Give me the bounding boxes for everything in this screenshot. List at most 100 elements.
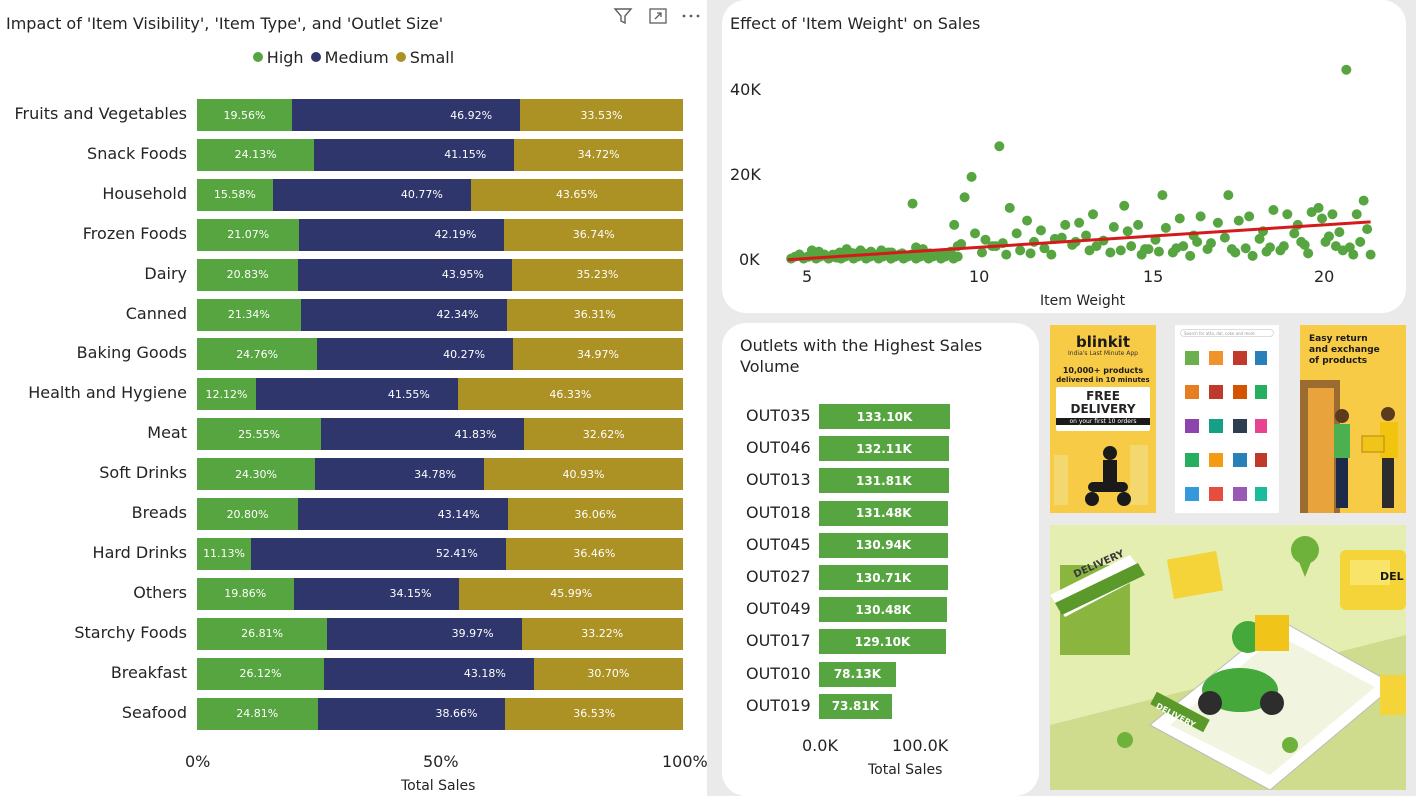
scatter-point[interactable] <box>1119 200 1130 211</box>
scatter-point[interactable] <box>1195 211 1206 222</box>
more-options-icon[interactable] <box>680 5 702 27</box>
scatter-point[interactable] <box>1358 195 1369 206</box>
bar-segment-small[interactable]: 36.74% <box>504 218 683 251</box>
scatter-point[interactable] <box>1122 226 1133 237</box>
scatter-point[interactable] <box>1317 213 1328 224</box>
scatter-point[interactable] <box>1060 219 1071 230</box>
scatter-point[interactable] <box>1153 246 1164 257</box>
scatter-point[interactable] <box>1185 250 1196 261</box>
scatter-point[interactable] <box>959 192 970 203</box>
bar-segment-high[interactable]: 20.80% <box>197 498 299 530</box>
outlet-bar[interactable]: 130.94K <box>819 532 948 558</box>
outlet-bar[interactable]: 78.13K <box>819 661 896 687</box>
scatter-point[interactable] <box>1282 209 1293 220</box>
bar-segment-medium[interactable]: 42.34% <box>300 298 507 331</box>
outlet-bar[interactable]: 130.48K <box>819 597 948 623</box>
bar-segment-small[interactable]: 33.53% <box>520 99 683 131</box>
scatter-point[interactable] <box>1004 202 1015 213</box>
scatter-point[interactable] <box>1202 244 1213 255</box>
bar-segment-medium[interactable]: 40.27% <box>317 338 514 371</box>
scatter-point[interactable] <box>1001 249 1012 260</box>
scatter-point[interactable] <box>1306 207 1317 218</box>
bar-segment-small[interactable]: 36.06% <box>507 498 683 530</box>
bar-segment-high[interactable]: 26.12% <box>197 657 324 690</box>
scatter-point[interactable] <box>1223 190 1234 201</box>
legend-item-small[interactable]: Small <box>395 48 454 67</box>
scatter-point[interactable] <box>1046 249 1057 260</box>
scatter-point[interactable] <box>1320 236 1331 247</box>
scatter-visual[interactable]: Effect of 'Item Weight' on Sales 40K 20K… <box>722 0 1406 313</box>
bar-segment-small[interactable]: 33.22% <box>521 617 683 650</box>
scatter-point[interactable] <box>1233 215 1244 226</box>
bar-segment-medium[interactable]: 41.55% <box>255 378 458 411</box>
scatter-point[interactable] <box>1074 217 1085 228</box>
bar-segment-medium[interactable]: 34.78% <box>315 458 485 491</box>
outlets-bar-visual[interactable]: Outlets with the Highest Sales Volume OU… <box>722 323 1039 796</box>
outlet-bar[interactable]: 131.48K <box>819 500 949 526</box>
scatter-point[interactable] <box>1355 236 1366 247</box>
bar-segment-medium[interactable]: 43.95% <box>298 258 512 291</box>
outlet-bar[interactable]: 133.10K <box>819 404 950 429</box>
scatter-point[interactable] <box>1268 205 1279 215</box>
scatter-point[interactable] <box>976 247 987 258</box>
outlet-bar[interactable]: 130.71K <box>819 565 948 590</box>
scatter-point[interactable] <box>1337 245 1348 256</box>
scatter-point[interactable] <box>1105 247 1116 258</box>
scatter-point[interactable] <box>1157 190 1168 201</box>
bar-segment-high[interactable]: 19.86% <box>197 577 294 610</box>
scatter-point[interactable] <box>1278 241 1289 252</box>
scatter-point[interactable] <box>1341 64 1352 75</box>
scatter-point[interactable] <box>1136 249 1147 260</box>
legend-item-medium[interactable]: Medium <box>310 48 389 67</box>
scatter-point[interactable] <box>1351 209 1362 220</box>
scatter-point[interactable] <box>1084 245 1095 256</box>
bar-segment-high[interactable]: 12.12% <box>197 378 256 411</box>
bar-segment-small[interactable]: 43.65% <box>470 178 683 211</box>
scatter-point[interactable] <box>1039 243 1050 254</box>
scatter-point[interactable] <box>1240 243 1251 254</box>
bar-segment-high[interactable]: 24.76% <box>197 338 318 371</box>
bar-segment-medium[interactable]: 41.83% <box>321 418 525 451</box>
stacked-bar-visual[interactable]: Impact of 'Item Visibility', 'Item Type'… <box>0 0 707 796</box>
bar-segment-high[interactable]: 15.58% <box>197 178 273 211</box>
bar-segment-high[interactable]: 24.13% <box>197 138 315 171</box>
scatter-point[interactable] <box>1289 228 1300 239</box>
bar-segment-high[interactable]: 11.13% <box>197 537 252 570</box>
bar-segment-medium[interactable]: 52.41% <box>251 537 506 570</box>
scatter-point[interactable] <box>949 219 960 230</box>
bar-segment-medium[interactable]: 38.66% <box>317 697 506 730</box>
bar-segment-medium[interactable]: 39.97% <box>327 617 522 650</box>
scatter-point[interactable] <box>1174 213 1185 224</box>
scatter-point[interactable] <box>952 251 963 262</box>
scatter-point[interactable] <box>1303 248 1314 259</box>
scatter-point[interactable] <box>1348 249 1359 260</box>
focus-mode-icon[interactable] <box>647 5 669 27</box>
scatter-point[interactable] <box>907 198 918 209</box>
scatter-point[interactable] <box>1292 219 1303 230</box>
bar-segment-small[interactable]: 36.46% <box>505 537 683 570</box>
bar-segment-high[interactable]: 24.30% <box>197 458 316 491</box>
scatter-point[interactable] <box>1081 230 1092 241</box>
bar-segment-high[interactable]: 21.34% <box>197 298 301 331</box>
bar-segment-medium[interactable]: 42.19% <box>299 218 505 251</box>
bar-segment-high[interactable]: 21.07% <box>197 218 300 251</box>
scatter-point[interactable] <box>1115 245 1126 256</box>
scatter-point[interactable] <box>1254 233 1265 244</box>
scatter-point[interactable] <box>1230 247 1241 258</box>
scatter-point[interactable] <box>970 228 981 239</box>
scatter-point[interactable] <box>1126 241 1137 252</box>
outlet-bar[interactable]: 129.10K <box>819 629 947 655</box>
scatter-point[interactable] <box>1261 246 1272 257</box>
scatter-point[interactable] <box>1327 209 1338 220</box>
bar-segment-small[interactable]: 34.97% <box>513 338 683 371</box>
scatter-point[interactable] <box>1296 236 1307 247</box>
scatter-point[interactable] <box>1011 228 1022 239</box>
scatter-point[interactable] <box>980 234 991 245</box>
scatter-point[interactable] <box>1025 248 1036 259</box>
bar-segment-small[interactable]: 36.53% <box>505 697 683 730</box>
scatter-point[interactable] <box>1171 243 1182 254</box>
scatter-point[interactable] <box>994 141 1005 152</box>
bar-segment-medium[interactable]: 41.15% <box>314 138 515 171</box>
scatter-point[interactable] <box>1334 227 1345 238</box>
scatter-point[interactable] <box>1365 249 1376 260</box>
